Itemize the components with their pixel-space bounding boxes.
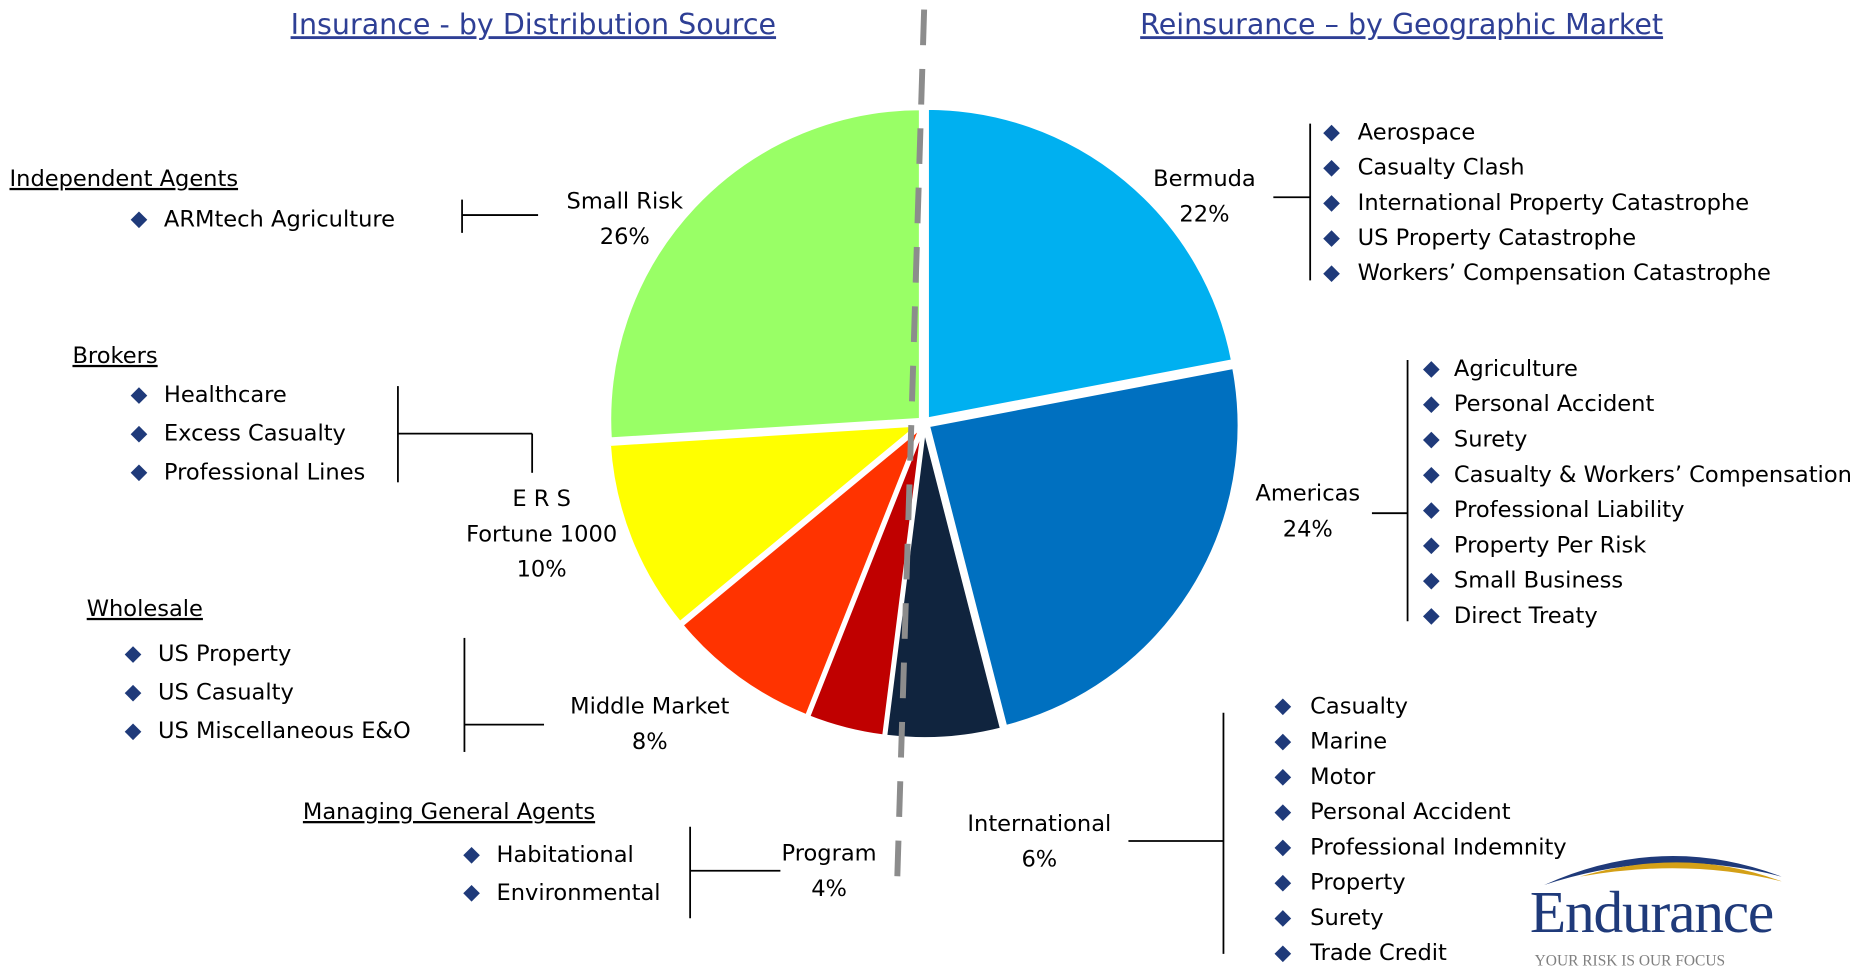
bullet (1423, 396, 1440, 414)
bullet (1274, 910, 1292, 927)
pie (607, 106, 1242, 741)
detail-item: Excess Casualty (164, 421, 346, 447)
bullet (463, 884, 480, 902)
bullet (1323, 159, 1340, 177)
slice-label: Americas (1255, 481, 1360, 507)
detail-item: Habitational (497, 842, 634, 868)
bullet (1274, 804, 1292, 821)
detail-item: Aerospace (1358, 120, 1476, 146)
slice-value-label: 10% (517, 557, 567, 583)
bullet (1323, 230, 1340, 247)
detail-item: Casualty (1310, 693, 1408, 719)
detail-item: Marine (1310, 729, 1387, 755)
slice-label: Bermuda (1153, 166, 1256, 192)
detail-item: Motor (1310, 764, 1376, 790)
bullet (1423, 431, 1440, 449)
detail-item: Direct Treaty (1454, 603, 1598, 629)
bullet (1423, 502, 1440, 519)
detail-item: Healthcare (164, 382, 287, 408)
logo-swoosh (1544, 856, 1782, 885)
divider (893, 9, 928, 894)
bullet (130, 464, 148, 482)
bullet (1323, 265, 1340, 283)
pie-slice (607, 422, 926, 626)
detail-item: Property Per Risk (1454, 532, 1646, 558)
detail-item: Trade Credit (1309, 940, 1447, 966)
right-title: Reinsurance – by Geographic Market (1140, 8, 1663, 41)
detail-heading: Managing General Agents (303, 799, 595, 825)
bullet (1274, 769, 1292, 786)
detail-item: Environmental (497, 880, 661, 906)
slice-value-label: 26% (600, 224, 650, 250)
slice-value-label: 6% (1021, 847, 1057, 873)
detail-item: US Casualty (158, 680, 294, 706)
detail-item: Professional Liability (1454, 497, 1685, 523)
bullet (1274, 945, 1292, 963)
pie-slice (925, 106, 1235, 422)
detail-item: Personal Accident (1454, 391, 1655, 417)
bullet (1423, 608, 1440, 625)
pie-slice (679, 425, 923, 719)
slice-label: Program (782, 841, 877, 867)
bullet (130, 425, 148, 443)
detail-item: Casualty & Workers’ Compensation (1454, 462, 1852, 488)
slice-label: Small Risk (567, 188, 684, 214)
slice-label: Middle Market (570, 693, 729, 719)
slice-value-label: 4% (811, 876, 847, 902)
detail-item: Agriculture (1454, 356, 1578, 382)
bullet (1423, 361, 1440, 378)
bullet (1423, 572, 1440, 590)
pie-slice (806, 426, 925, 739)
bullet (1274, 698, 1292, 716)
detail-heading: Independent Agents (10, 166, 239, 192)
bullet (1274, 733, 1292, 751)
bullet (1323, 124, 1340, 142)
slice-label: E R S Fortune 1000 (466, 485, 617, 547)
bullet (124, 723, 142, 741)
bullet (1323, 195, 1340, 212)
detail-item: Personal Accident (1310, 799, 1511, 825)
bullet (124, 684, 142, 702)
bullet (124, 646, 142, 663)
logo-tagline: YOUR RISK IS OUR FOCUS (1535, 953, 1725, 967)
detail-item: Professional Lines (164, 459, 365, 485)
detail-heading: Brokers (72, 343, 157, 369)
bullet (1423, 466, 1440, 484)
detail-item: Professional Indemnity (1310, 834, 1566, 860)
detail-item: International Property Catastrophe (1358, 190, 1750, 216)
detail-item: Small Business (1454, 568, 1623, 594)
bullet (130, 387, 148, 404)
detail-item: Casualty Clash (1358, 155, 1525, 181)
detail-heading: Wholesale (87, 596, 203, 622)
logo-name: Endurance (1530, 879, 1773, 945)
detail-item: Workers’ Compensation Catastrophe (1358, 260, 1771, 286)
detail-item: Surety (1454, 427, 1527, 453)
bullet (1423, 537, 1440, 555)
detail-item: US Property (158, 641, 291, 667)
left-title: Insurance - by Distribution Source (291, 8, 776, 41)
detail-item: US Miscellaneous E&O (158, 718, 411, 744)
detail-item: Property (1310, 870, 1405, 896)
pie-slice (925, 365, 1242, 730)
detail-item: US Property Catastrophe (1358, 225, 1636, 251)
slice-value-label: 22% (1179, 202, 1229, 228)
slice-value-label: 8% (632, 729, 668, 755)
pie-slice (607, 106, 923, 442)
bullet (1274, 874, 1292, 892)
slice-value-label: 24% (1283, 516, 1333, 542)
detail-item: ARMtech Agriculture (164, 206, 395, 232)
bullet (130, 211, 148, 229)
detail-item: Surety (1310, 905, 1383, 931)
slice-label: International (967, 811, 1111, 837)
bullet (1274, 839, 1292, 857)
bullet (463, 846, 480, 864)
